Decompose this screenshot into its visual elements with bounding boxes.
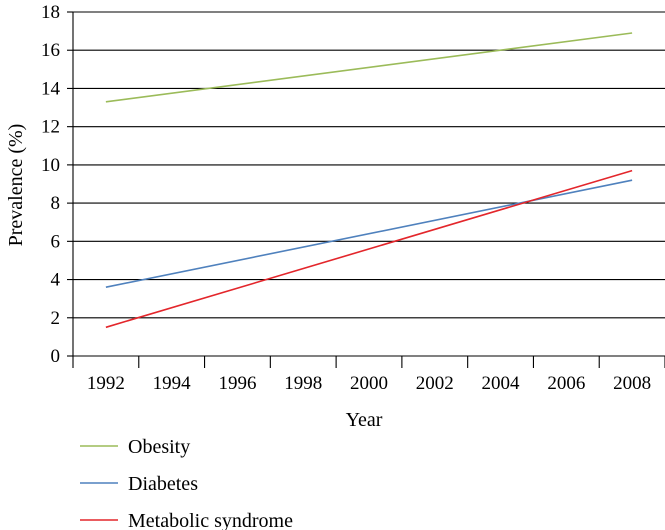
series-line-metabolic-syndrome — [105, 169, 633, 329]
series-line-obesity — [105, 32, 633, 103]
x-tick-label-2002: 2002 — [416, 373, 454, 394]
legend-label-obesity: Obesity — [128, 436, 190, 458]
x-tick-label-2008: 2008 — [613, 373, 651, 394]
legend-label-diabetes: Diabetes — [128, 473, 198, 495]
y-tick-label-10: 10 — [41, 155, 60, 176]
x-axis-title: Year — [346, 409, 383, 431]
legend-label-metabolic-syndrome: Metabolic syndrome — [128, 510, 293, 530]
y-axis-title: Prevalence (%) — [5, 124, 27, 247]
x-tick-label-1998: 1998 — [284, 373, 322, 394]
x-tick-label-1992: 1992 — [87, 373, 125, 394]
legend: Obesity Diabetes Metabolic syndrome — [80, 436, 293, 530]
y-tick-label-2: 2 — [51, 308, 61, 329]
y-tick-labels: 0 2 4 6 8 10 12 14 16 18 — [41, 2, 61, 367]
series-line-diabetes — [105, 179, 633, 288]
series-lines — [105, 32, 633, 329]
x-tick-label-1994: 1994 — [153, 373, 192, 394]
y-tick-label-4: 4 — [51, 270, 61, 291]
y-tick-label-14: 14 — [41, 78, 61, 99]
x-tick-labels: 1992 1994 1996 1998 2000 2002 2004 2006 2008 — [87, 373, 651, 394]
y-tick-label-8: 8 — [51, 193, 61, 214]
x-tick-label-2000: 2000 — [350, 373, 388, 394]
gridlines — [73, 11, 665, 319]
y-tick-label-0: 0 — [51, 346, 61, 367]
y-tick-label-12: 12 — [41, 117, 60, 138]
y-tick-label-16: 16 — [41, 40, 60, 61]
x-tick-label-1996: 1996 — [218, 373, 256, 394]
x-tick-label-2004: 2004 — [482, 373, 521, 394]
axes — [67, 11, 665, 368]
x-tick-label-2006: 2006 — [547, 373, 585, 394]
y-tick-label-6: 6 — [51, 231, 61, 252]
y-tick-label-18: 18 — [41, 2, 60, 23]
